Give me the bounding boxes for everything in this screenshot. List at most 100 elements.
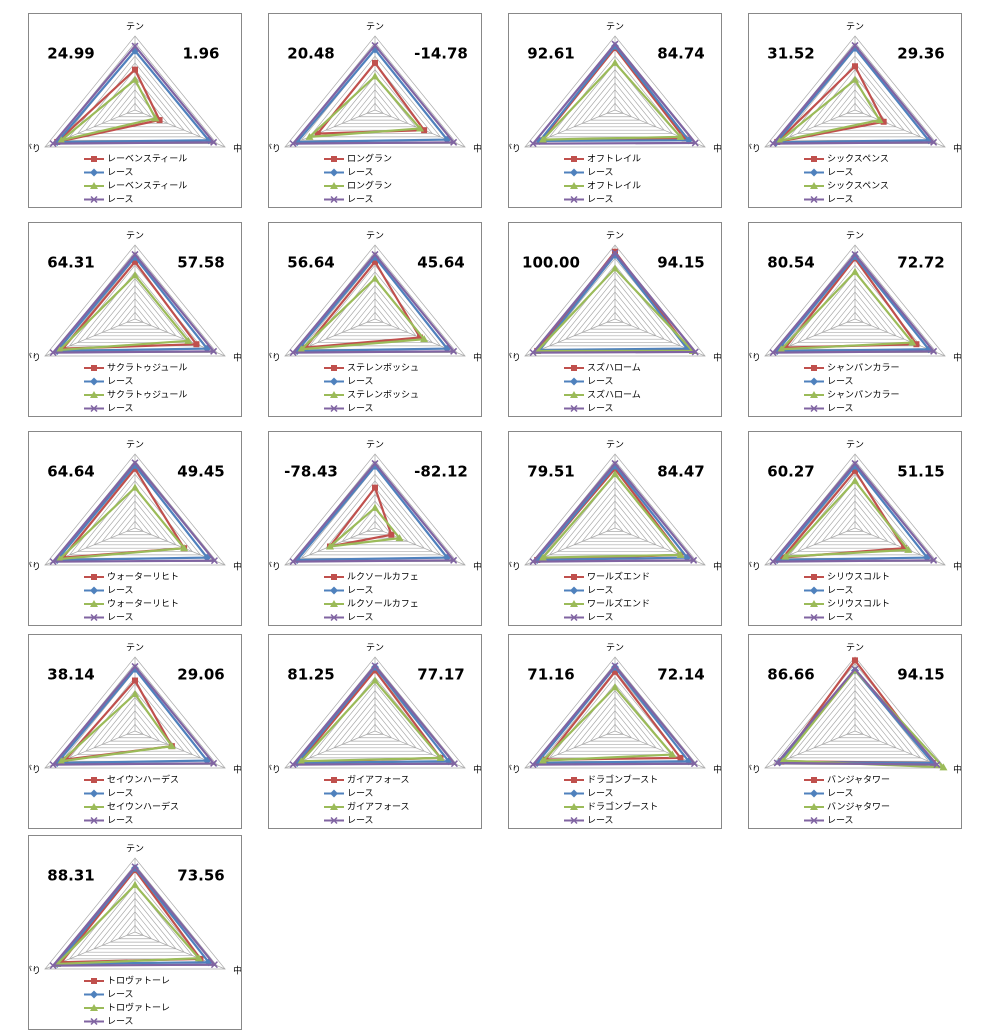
legend-marker	[571, 777, 577, 783]
marker	[421, 127, 428, 134]
grid-line	[565, 690, 665, 752]
legend-marker	[90, 195, 98, 204]
legend-label: レース	[347, 404, 374, 414]
marker	[852, 467, 858, 474]
marker	[131, 75, 139, 83]
grid-line	[349, 710, 401, 742]
legend-marker	[810, 803, 818, 810]
legend-label: レーベンスティール	[107, 154, 187, 165]
marker	[901, 545, 908, 552]
grid-line	[101, 500, 169, 542]
legend-label: オフトレイル	[587, 154, 641, 165]
axis-label: 中盤	[233, 965, 241, 977]
spoke	[134, 730, 226, 769]
marker	[59, 345, 66, 352]
axis-label: テン	[126, 22, 144, 33]
grid-line	[606, 311, 624, 323]
legend-marker	[811, 365, 817, 371]
axis-label: テン	[846, 22, 864, 33]
series-line	[770, 461, 936, 563]
marker	[371, 459, 379, 467]
marker	[933, 761, 941, 769]
grid-line	[589, 710, 641, 742]
marker	[450, 138, 458, 146]
marker	[395, 534, 404, 542]
marker	[371, 41, 379, 49]
grid-line	[606, 520, 624, 532]
axis-label: テン	[126, 440, 144, 451]
axis-label: 中盤	[233, 143, 241, 155]
score: 56.64	[287, 254, 334, 272]
marker	[58, 959, 65, 966]
grid-line	[581, 703, 649, 745]
axis-label: 中盤	[713, 143, 721, 155]
legend-label: レース	[107, 586, 134, 596]
grid-line	[597, 716, 633, 739]
legend-label: バンジャタワー	[827, 802, 890, 813]
marker	[611, 662, 619, 670]
grid-line	[573, 284, 657, 337]
legend-marker	[91, 574, 97, 580]
grid-line	[565, 487, 665, 549]
legend-label: レース	[587, 586, 614, 596]
marker	[55, 554, 64, 562]
axis-label: 上がり	[749, 352, 761, 364]
score: 77.17	[417, 666, 464, 684]
legend-marker	[570, 586, 578, 595]
series-line	[50, 865, 217, 967]
grid-line	[44, 857, 226, 970]
series-line	[290, 43, 456, 145]
grid-line	[93, 897, 177, 950]
grid-line	[126, 311, 144, 323]
legend-label: シャンパンカラー	[827, 363, 899, 374]
axis-label: テン	[126, 643, 144, 654]
axis-label: テン	[366, 231, 384, 242]
marker	[611, 249, 619, 257]
grid-line	[117, 95, 153, 118]
grid-line	[788, 473, 922, 556]
marker	[132, 677, 138, 684]
marker	[210, 759, 218, 767]
marker	[690, 760, 698, 768]
series-line	[540, 61, 683, 141]
legend-label: シックスペンス	[827, 154, 889, 165]
grid-line	[44, 656, 226, 769]
legend-label: ドラゴンブースト	[587, 774, 658, 786]
grid-line	[837, 95, 873, 118]
score: -78.43	[284, 463, 338, 481]
series-line	[290, 664, 457, 766]
grid-line	[606, 723, 624, 735]
grid-line	[117, 513, 153, 536]
grid-line	[548, 264, 682, 347]
legend-marker	[330, 816, 338, 825]
series-line	[50, 461, 217, 563]
marker	[289, 140, 297, 148]
axis-label: 中盤	[953, 764, 961, 776]
marker	[417, 334, 424, 341]
marker	[210, 557, 218, 565]
grid-line	[366, 723, 384, 735]
axis-label: テン	[846, 440, 864, 451]
grid-line	[821, 82, 889, 124]
legend-label: スズハローム	[587, 362, 641, 374]
legend-marker	[91, 978, 97, 984]
legend-marker	[570, 789, 578, 798]
legend-label: ロングラン	[347, 153, 392, 165]
marker	[611, 40, 619, 48]
axis-label: 上がり	[509, 352, 521, 364]
marker	[371, 72, 379, 80]
grid-line	[93, 75, 177, 128]
axis-label: 中盤	[713, 352, 721, 364]
legend-label: レース	[827, 789, 854, 799]
series-line	[57, 692, 174, 763]
marker	[420, 335, 429, 343]
legend-marker	[811, 156, 817, 162]
marker	[55, 345, 64, 353]
legend-marker	[570, 404, 578, 413]
series-line	[770, 252, 936, 354]
series-line	[60, 260, 199, 350]
grid-line	[589, 89, 641, 121]
legend-label: シックスペンス	[827, 181, 889, 192]
marker	[131, 459, 139, 467]
